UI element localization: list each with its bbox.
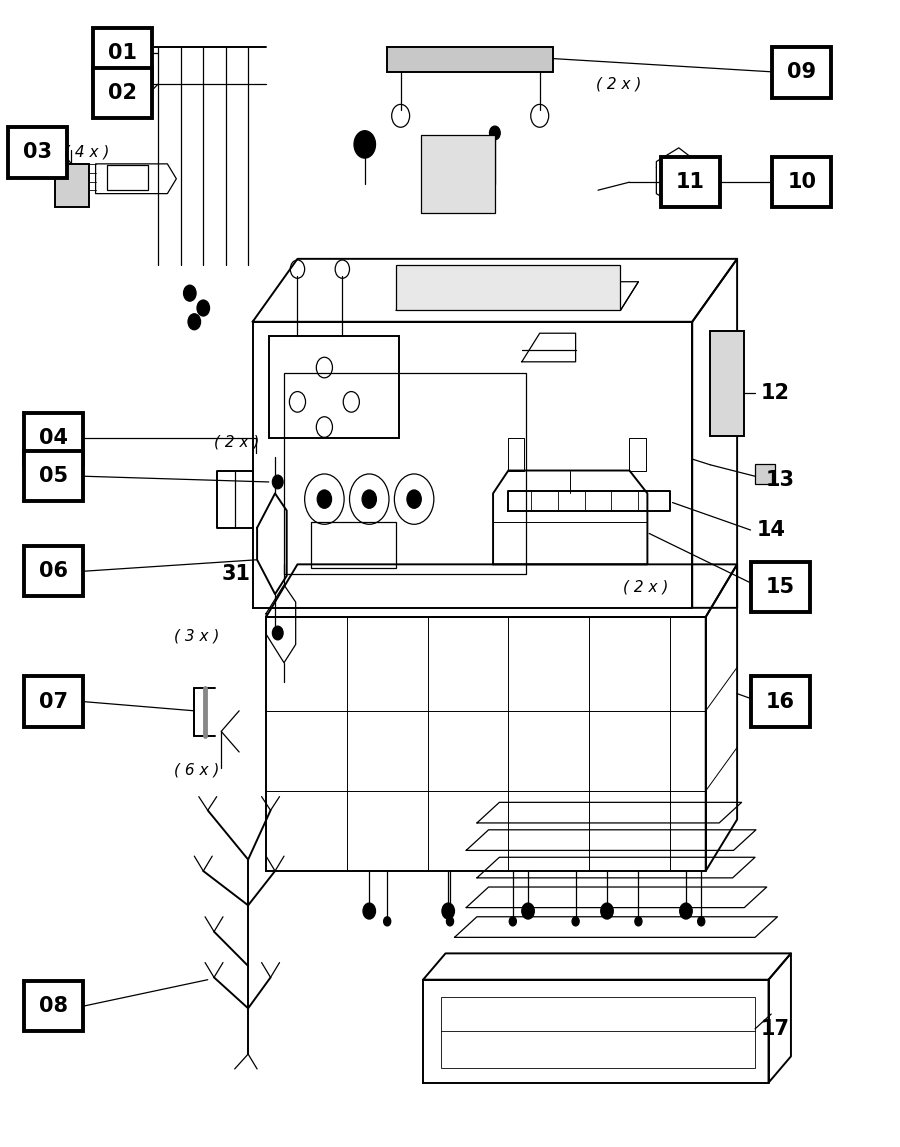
Text: 07: 07 [39,692,68,711]
Circle shape [446,916,454,926]
Circle shape [188,314,201,330]
FancyBboxPatch shape [23,546,83,596]
Bar [421,135,495,213]
Circle shape [354,131,375,158]
Text: 02: 02 [108,83,137,103]
Circle shape [634,916,642,926]
Bar [269,336,399,438]
Text: 11: 11 [676,172,705,193]
Text: 10: 10 [788,172,816,193]
Text: 17: 17 [760,1019,789,1039]
Circle shape [363,903,375,919]
Bar [755,463,775,484]
Text: 15: 15 [766,577,795,598]
FancyBboxPatch shape [93,68,152,118]
FancyBboxPatch shape [23,677,83,727]
Text: 06: 06 [39,561,68,582]
Circle shape [197,301,210,317]
Circle shape [184,286,196,302]
Text: ( 2 x ): ( 2 x ) [596,76,642,92]
Circle shape [522,903,535,919]
Bar [310,522,396,568]
Bar [441,997,755,1068]
FancyBboxPatch shape [751,562,810,612]
FancyBboxPatch shape [23,451,83,501]
Text: 01: 01 [108,42,137,63]
Text: 04: 04 [39,429,68,448]
Text: ( 4 x ): ( 4 x ) [64,145,109,159]
Text: 08: 08 [39,996,68,1016]
Circle shape [490,126,500,140]
FancyBboxPatch shape [93,28,152,78]
Circle shape [273,626,284,640]
Text: ( 6 x ): ( 6 x ) [175,763,220,778]
Text: 31: 31 [222,563,251,584]
Circle shape [273,475,284,489]
Text: 09: 09 [788,62,816,83]
FancyBboxPatch shape [23,413,83,463]
Text: ( 3 x ): ( 3 x ) [175,629,220,643]
Circle shape [698,916,705,926]
FancyBboxPatch shape [8,127,67,178]
Circle shape [383,916,391,926]
Bar [284,373,526,574]
Text: 14: 14 [757,520,786,540]
Circle shape [509,916,517,926]
FancyBboxPatch shape [772,157,832,208]
Text: ( 2 x ): ( 2 x ) [214,435,259,450]
Circle shape [442,903,454,919]
Text: 03: 03 [22,142,52,163]
Text: 12: 12 [760,383,789,403]
Circle shape [572,916,580,926]
FancyBboxPatch shape [23,981,83,1031]
Circle shape [317,490,331,508]
Circle shape [362,490,376,508]
Bar [55,164,89,208]
FancyBboxPatch shape [661,157,720,208]
Circle shape [600,903,613,919]
Bar [107,165,148,190]
Text: 16: 16 [766,692,795,711]
Circle shape [680,903,692,919]
Circle shape [407,490,421,508]
Text: ( 2 x ): ( 2 x ) [623,579,669,595]
Text: 13: 13 [766,469,795,490]
Bar [396,265,620,311]
Bar [387,47,554,72]
Text: 05: 05 [39,466,68,486]
FancyBboxPatch shape [751,677,810,727]
Bar [710,331,744,436]
FancyBboxPatch shape [772,47,832,97]
